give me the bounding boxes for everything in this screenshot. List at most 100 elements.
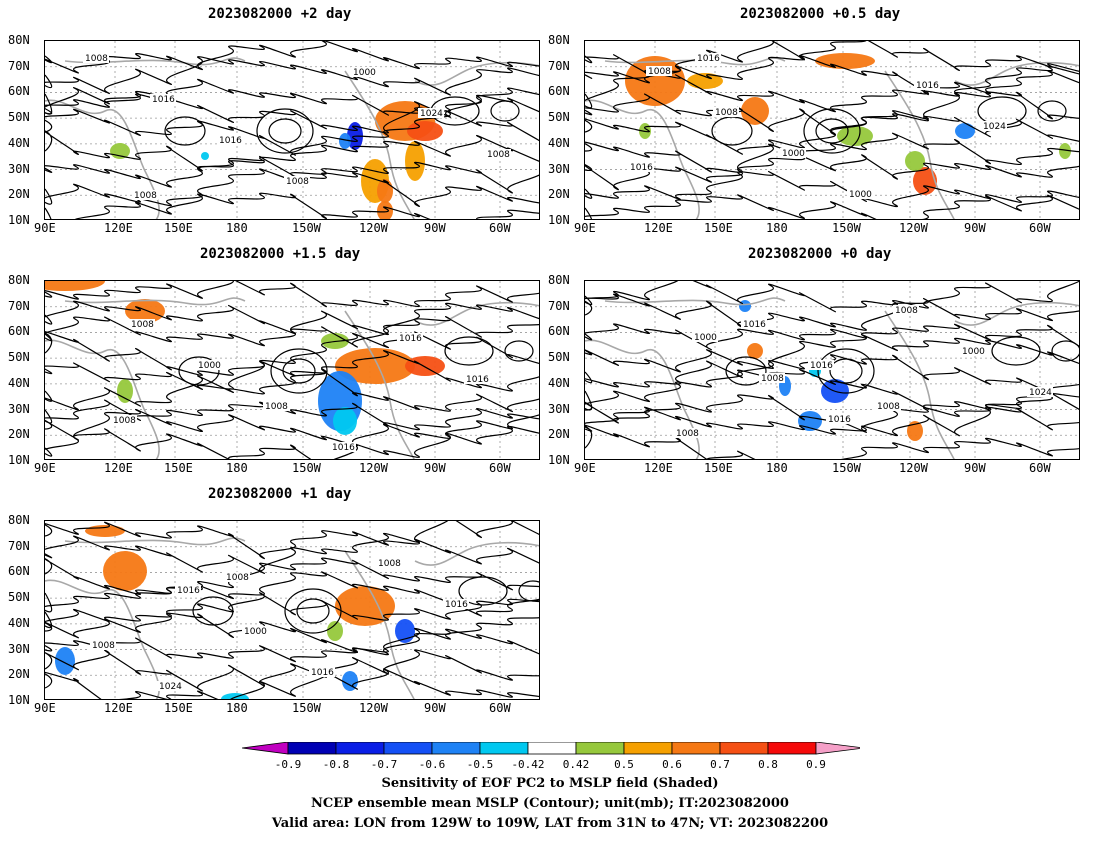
coastline [344, 70, 415, 219]
contour-label: 1008 [134, 191, 157, 201]
lat-tick-label: 80N [8, 33, 30, 47]
colorbar-label: 0.7 [710, 758, 730, 771]
contour-label-bg [646, 66, 672, 76]
coastline [414, 301, 539, 326]
contour-label: 1024 [1029, 388, 1052, 398]
coastline [64, 537, 246, 546]
panel-title-p0: 2023082000 +0 day [748, 246, 892, 262]
lat-tick-label: 20N [8, 667, 30, 682]
lat-tick-label: 50N [548, 350, 570, 365]
lon-tick-label: 150W [292, 461, 321, 475]
shading-region [55, 647, 75, 675]
shading-region [201, 152, 209, 160]
contour-label-bg [157, 681, 183, 691]
panel-title-p15: 2023082000 +1.5 day [200, 246, 361, 262]
lat-tick-label: 10N [8, 213, 30, 227]
lat-tick-label: 70N [548, 298, 570, 313]
coastline [954, 301, 1079, 326]
mslp-contour [45, 93, 539, 134]
contour-label-bg [351, 67, 377, 77]
mslp-contour [45, 628, 539, 663]
contour-label: 1016 [828, 415, 851, 425]
contour-label: 1000 [694, 333, 717, 343]
mslp-closed-contour [164, 116, 206, 146]
panel-title-p1: 2023082000 +1 day [208, 486, 352, 502]
coastline [414, 541, 539, 566]
colorbar-swatch [719, 741, 769, 755]
colorbar-swatch [479, 741, 529, 755]
shading-region [327, 621, 343, 641]
coastline [604, 297, 786, 306]
contour-label-bg [960, 346, 986, 356]
contour-label: 1008 [265, 402, 288, 412]
contour-label: 1016 [697, 54, 720, 64]
contour-label: 1000 [198, 361, 221, 371]
shading-region [407, 121, 443, 141]
mslp-contour [45, 649, 539, 692]
shading-region [405, 141, 425, 181]
mslp-closed-contour [284, 588, 342, 634]
caption-line-1: Sensitivity of EOF PC2 to MSLP field (Sh… [381, 776, 719, 791]
mslp-contour [45, 425, 539, 459]
contour-label-bg [464, 374, 490, 384]
map-panel-p0: 1000 1008 1016 1008 1000 1024 1008 1016 1016 1008 [584, 280, 1080, 460]
colorbar-low-triangle [241, 741, 289, 755]
shading-region [103, 551, 147, 591]
lat-tick-label: 40N [548, 135, 570, 150]
colorbar-label: -0.9 [275, 758, 302, 771]
contour-label: 1008 [648, 67, 671, 77]
map-canvas-p15: 1008 1000 1008 1016 1016 1016 1008 [45, 281, 539, 459]
lon-tick-label: 150W [292, 701, 321, 715]
shading-region [837, 126, 873, 146]
contour-label: 1000 [849, 190, 872, 200]
lat-tick-label: 60N [8, 564, 30, 579]
map-canvas-p2: 1008 1016 1016 1008 1000 1024 1008 1008 [45, 41, 539, 219]
contour-label-bg [418, 108, 444, 118]
colorbar-label: 0.42 [563, 758, 590, 771]
colorbar-label: 0.5 [614, 758, 634, 771]
contour-label-bg [695, 53, 721, 63]
contour-label: 1008 [715, 108, 738, 118]
lon-tick-label: 60W [489, 461, 511, 475]
lat-tick-label: 40N [8, 615, 30, 630]
contour-label-bg [217, 135, 243, 145]
lon-tick-label: 90E [34, 701, 56, 715]
lat-tick-label: 20N [8, 187, 30, 202]
mslp-contour [45, 56, 539, 96]
mslp-contour [45, 612, 539, 653]
contour-label-bg [780, 148, 806, 158]
colorbar: -0.9 -0.8 -0.7 -0.6 -0.5 -0.42 0.42 0.5 0.6 0.7 0.… [241, 741, 865, 774]
shading-region [905, 151, 925, 171]
lat-tick-label: 50N [8, 590, 30, 605]
colorbar-label: -0.6 [419, 758, 446, 771]
caption-line-3: Valid area: LON from 129W to 109W, LAT f… [271, 816, 829, 831]
lat-tick-label: 10N [548, 213, 570, 227]
lat-tick-label: 20N [548, 187, 570, 202]
lat-tick-label: 10N [8, 693, 30, 707]
mslp-contour [45, 281, 539, 308]
contour-label-bg [397, 333, 423, 343]
mslp-contour [45, 408, 539, 447]
lat-tick-label: 30N [8, 641, 30, 656]
colorbar-high-triangle [815, 741, 865, 755]
mslp-contour [585, 55, 1079, 97]
lon-tick-label: 150E [704, 461, 733, 475]
lat-tick-label: 70N [8, 538, 30, 553]
mslp-contour [45, 78, 539, 116]
contour-label: 1016 [177, 586, 200, 596]
colorbar-label: 0.8 [758, 758, 778, 771]
contour-label: 1008 [877, 402, 900, 412]
lon-tick-label: 90E [34, 461, 56, 475]
contour-label-bg [628, 162, 654, 172]
lon-tick-label: 90W [964, 221, 986, 235]
shading-region [687, 73, 723, 89]
lat-tick-label: 80N [548, 33, 570, 47]
lon-tick-label: 180 [226, 701, 248, 715]
contour-label: 1016 [466, 375, 489, 385]
coastline [954, 61, 1079, 86]
mslp-contour [585, 334, 1079, 373]
contour-label: 1016 [810, 361, 833, 371]
lon-tick-label: 60W [489, 701, 511, 715]
lon-tick-label: 180 [766, 221, 788, 235]
shading-region [342, 671, 358, 691]
